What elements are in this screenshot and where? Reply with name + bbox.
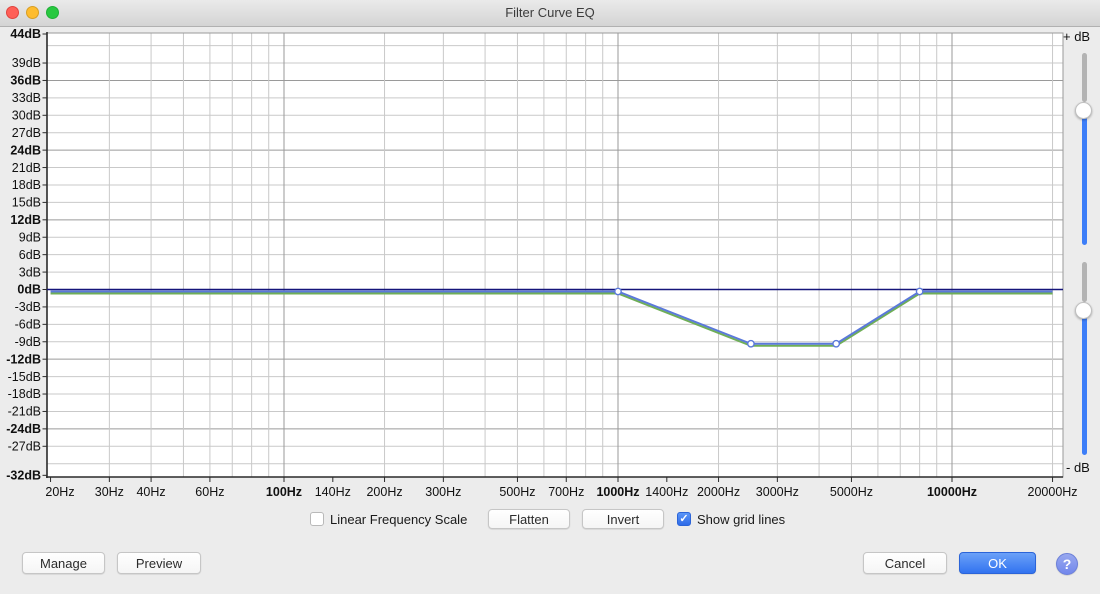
title-bar[interactable]: Filter Curve EQ <box>0 0 1100 27</box>
show-grid-lines-label: Show grid lines <box>697 512 786 527</box>
db-tick-label: 0dB <box>17 283 41 297</box>
eq-curve-blue[interactable] <box>50 290 1053 345</box>
db-tick-label: 36dB <box>10 74 41 88</box>
freq-tick-label: 40Hz <box>136 485 165 499</box>
help-button[interactable]: ? <box>1056 553 1078 575</box>
flatten-button[interactable]: Flatten <box>488 509 570 529</box>
db-tick-label: -3dB <box>15 300 41 314</box>
freq-tick-label: 1000Hz <box>596 485 639 499</box>
plus-db-range-slider[interactable] <box>1074 53 1094 245</box>
slider-track-lower[interactable] <box>1082 317 1087 455</box>
db-tick-label: -12dB <box>6 352 41 366</box>
db-tick-label: 15dB <box>12 196 41 210</box>
db-tick-label: 21dB <box>12 161 41 175</box>
freq-tick-label: 10000Hz <box>927 485 977 499</box>
freq-tick-label: 5000Hz <box>830 485 873 499</box>
slider-track-upper[interactable] <box>1082 262 1087 302</box>
freq-tick-label: 2000Hz <box>697 485 740 499</box>
linear-frequency-scale-label: Linear Frequency Scale <box>330 512 468 527</box>
db-tick-label: 24dB <box>10 143 41 157</box>
freq-tick-label: 20Hz <box>45 485 74 499</box>
show-grid-lines-checkbox[interactable]: ✓ <box>677 512 691 526</box>
plus-db-label: + dB <box>1063 29 1091 44</box>
curve-control-point[interactable] <box>915 287 924 296</box>
cancel-button[interactable]: Cancel <box>863 552 947 574</box>
freq-tick-label: 140Hz <box>315 485 351 499</box>
linear-frequency-scale-checkbox[interactable] <box>310 512 324 526</box>
db-tick-label: 44dB <box>10 27 41 41</box>
curve-control-point[interactable] <box>832 339 841 348</box>
freq-tick-label: 200Hz <box>366 485 402 499</box>
db-tick-label: -27dB <box>8 439 41 453</box>
filter-response-green[interactable] <box>50 292 1053 347</box>
db-tick-label: -18dB <box>8 387 41 401</box>
db-tick-label: 27dB <box>12 126 41 140</box>
freq-tick-label: 1400Hz <box>645 485 688 499</box>
db-tick-label: -15dB <box>8 370 41 384</box>
db-tick-label: -24dB <box>6 422 41 436</box>
freq-tick-label: 700Hz <box>548 485 584 499</box>
freq-tick-label: 20000Hz <box>1028 485 1078 499</box>
freq-tick-label: 3000Hz <box>756 485 799 499</box>
invert-button[interactable]: Invert <box>582 509 664 529</box>
preview-button[interactable]: Preview <box>117 552 201 574</box>
db-tick-label: -6dB <box>15 318 41 332</box>
ok-button[interactable]: OK <box>959 552 1036 574</box>
manage-button[interactable]: Manage <box>22 552 105 574</box>
minus-db-range-slider[interactable] <box>1074 262 1094 455</box>
slider-track-lower[interactable] <box>1082 117 1087 245</box>
db-tick-label: 33dB <box>12 91 41 105</box>
window-title: Filter Curve EQ <box>505 5 595 20</box>
db-tick-label: -32dB <box>6 469 41 483</box>
db-tick-label: 6dB <box>19 248 41 262</box>
db-tick-label: 3dB <box>19 265 41 279</box>
db-tick-label: 30dB <box>12 108 41 122</box>
slider-thumb[interactable] <box>1075 102 1092 119</box>
traffic-lights <box>6 6 59 19</box>
minimize-icon[interactable] <box>26 6 39 19</box>
db-tick-label: 18dB <box>12 178 41 192</box>
db-tick-label: -9dB <box>15 335 41 349</box>
checkmark-icon: ✓ <box>679 513 689 525</box>
eq-plot-canvas[interactable]: 44dB 39dB 36dB 33dB 30dB 27dB 24dB 21dB 18dB 15dB… <box>0 0 1100 545</box>
slider-track-upper[interactable] <box>1082 53 1087 102</box>
minus-db-label: - dB <box>1066 460 1090 475</box>
db-tick-label: 12dB <box>10 213 41 227</box>
db-tick-label: -21dB <box>8 405 41 419</box>
db-tick-label: 39dB <box>12 56 41 70</box>
db-tick-label: 9dB <box>19 230 41 244</box>
freq-tick-label: 300Hz <box>425 485 461 499</box>
zoom-icon[interactable] <box>46 6 59 19</box>
close-icon[interactable] <box>6 6 19 19</box>
freq-tick-label: 60Hz <box>195 485 224 499</box>
curve-control-point[interactable] <box>747 339 755 348</box>
freq-tick-label: 30Hz <box>95 485 124 499</box>
freq-tick-label: 100Hz <box>266 485 302 499</box>
freq-tick-label: 500Hz <box>499 485 535 499</box>
curve-control-point[interactable] <box>614 287 622 296</box>
slider-thumb[interactable] <box>1075 302 1092 319</box>
